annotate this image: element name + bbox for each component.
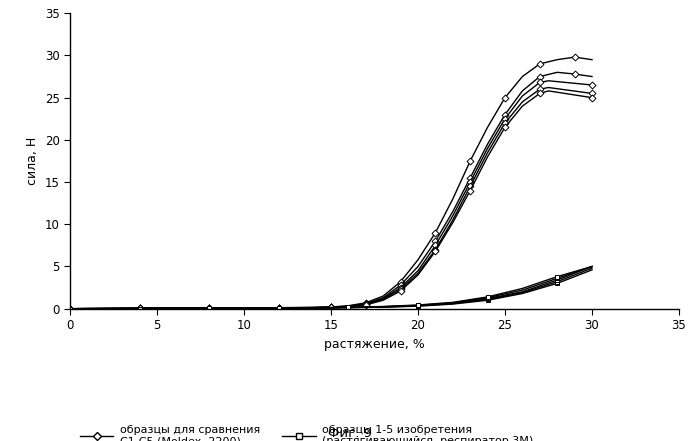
X-axis label: растяжение, %: растяжение, % (324, 338, 425, 351)
Legend: образцы для сравнения
C1-C5 (Moldex  2200), образцы 1-5 изобретения
(растягивающ: образцы для сравнения C1-C5 (Moldex 2200… (76, 420, 538, 441)
Y-axis label: сила, Н: сила, Н (26, 137, 39, 185)
Text: Фиг. 9: Фиг. 9 (328, 426, 372, 440)
